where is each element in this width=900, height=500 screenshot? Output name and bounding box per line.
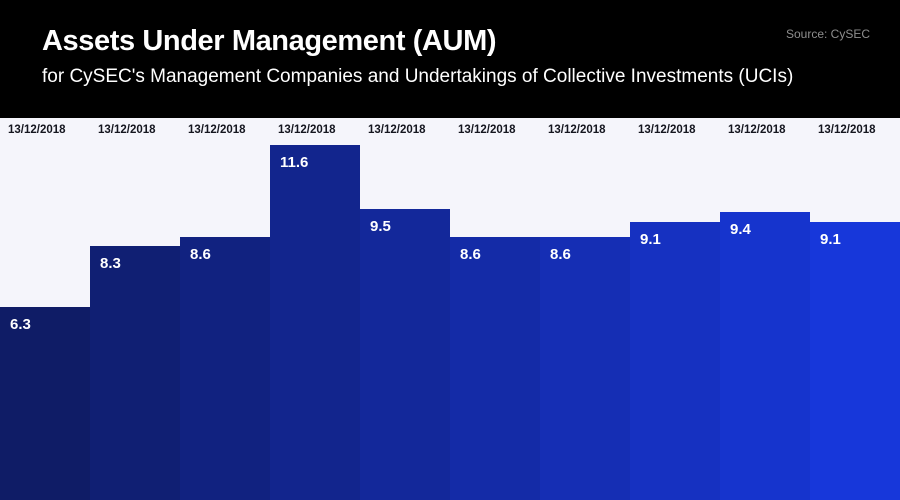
bar-value-label: 9.1 (820, 231, 841, 248)
bar: 11.6 (270, 145, 360, 500)
bar-chart: 13/12/2018 6.3 13/12/2018 8.3 13/12/2018 8.6 1… (0, 118, 900, 500)
bar: 6.3 (0, 307, 90, 500)
category-date-label: 13/12/2018 (278, 124, 336, 136)
chart-column: 13/12/2018 11.6 (270, 118, 360, 500)
bar: 8.3 (90, 246, 180, 500)
bar: 9.1 (630, 222, 720, 500)
bar-value-label: 9.1 (640, 231, 661, 248)
category-date-label: 13/12/2018 (98, 124, 156, 136)
page-title: Assets Under Management (AUM) (42, 25, 497, 57)
category-date-label: 13/12/2018 (8, 124, 66, 136)
bar-value-label: 8.6 (550, 246, 571, 263)
category-date-label: 13/12/2018 (818, 124, 876, 136)
bar: 8.6 (450, 237, 540, 500)
bar-value-label: 9.4 (730, 221, 751, 238)
category-date-label: 13/12/2018 (728, 124, 786, 136)
chart-column: 13/12/2018 9.4 (720, 118, 810, 500)
chart-column: 13/12/2018 8.6 (180, 118, 270, 500)
chart-column: 13/12/2018 9.1 (630, 118, 720, 500)
source-attribution: Source: CySEC (785, 27, 870, 41)
chart-column: 13/12/2018 8.6 (540, 118, 630, 500)
bar: 8.6 (180, 237, 270, 500)
bar-value-label: 8.6 (460, 246, 481, 263)
bar: 9.4 (720, 212, 810, 500)
bar-value-label: 6.3 (10, 316, 31, 333)
bar: 9.1 (810, 222, 900, 500)
chart-column: 13/12/2018 8.3 (90, 118, 180, 500)
category-date-label: 13/12/2018 (458, 124, 516, 136)
chart-column: 13/12/2018 8.6 (450, 118, 540, 500)
category-date-label: 13/12/2018 (188, 124, 246, 136)
chart-column: 13/12/2018 9.1 (810, 118, 900, 500)
chart-column: 13/12/2018 9.5 (360, 118, 450, 500)
bar-value-label: 8.6 (190, 246, 211, 263)
bar: 9.5 (360, 209, 450, 500)
bar-value-label: 8.3 (100, 255, 121, 272)
bar-value-label: 11.6 (280, 154, 309, 171)
chart-header: Assets Under Management (AUM) for CySEC'… (0, 0, 900, 118)
category-date-label: 13/12/2018 (638, 124, 696, 136)
category-date-label: 13/12/2018 (548, 124, 606, 136)
bar-value-label: 9.5 (370, 218, 391, 235)
bar: 8.6 (540, 237, 630, 500)
chart-column: 13/12/2018 6.3 (0, 118, 90, 500)
category-date-label: 13/12/2018 (368, 124, 426, 136)
page-subtitle: for CySEC's Management Companies and Und… (42, 65, 794, 87)
